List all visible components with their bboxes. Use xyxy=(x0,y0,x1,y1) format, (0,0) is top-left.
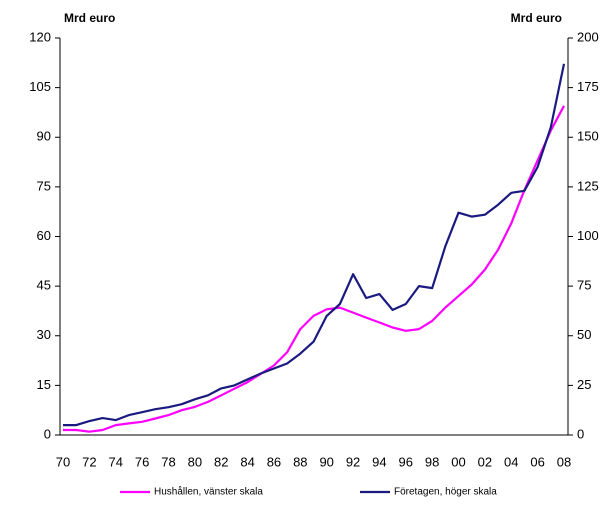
y-tick-label: 105 xyxy=(29,79,51,94)
y2-tick-label: 0 xyxy=(577,426,584,441)
legend-label: Hushållen, vänster skala xyxy=(154,486,263,498)
y-tick-label: 90 xyxy=(37,129,51,144)
y2-tick-label: 200 xyxy=(577,29,599,44)
x-tick-label: 84 xyxy=(240,454,254,469)
x-tick-label: 06 xyxy=(530,454,544,469)
x-tick-label: 76 xyxy=(135,454,149,469)
x-tick-label: 82 xyxy=(214,454,228,469)
y-axis-title: Mrd euro xyxy=(64,11,115,25)
x-tick-label: 00 xyxy=(451,454,465,469)
x-tick-label: 96 xyxy=(399,454,413,469)
y2-tick-label: 125 xyxy=(577,178,599,193)
y-tick-label: 60 xyxy=(37,228,51,243)
y2-tick-label: 75 xyxy=(577,278,591,293)
y-tick-label: 15 xyxy=(37,377,51,392)
x-tick-label: 80 xyxy=(188,454,202,469)
x-tick-label: 92 xyxy=(346,454,360,469)
x-tick-label: 86 xyxy=(267,454,281,469)
x-tick-label: 08 xyxy=(557,454,571,469)
x-tick-label: 02 xyxy=(478,454,492,469)
x-tick-label: 90 xyxy=(319,454,333,469)
x-tick-label: 74 xyxy=(109,454,123,469)
y2-tick-label: 25 xyxy=(577,377,591,392)
y2-tick-label: 100 xyxy=(577,228,599,243)
x-tick-label: 04 xyxy=(504,454,518,469)
x-tick-label: 70 xyxy=(56,454,70,469)
y-tick-label: 45 xyxy=(37,278,51,293)
y2-axis-title: Mrd euro xyxy=(511,11,562,25)
y2-tick-label: 150 xyxy=(577,129,599,144)
x-tick-label: 94 xyxy=(372,454,386,469)
x-tick-label: 88 xyxy=(293,454,307,469)
y-tick-label: 75 xyxy=(37,178,51,193)
x-tick-label: 98 xyxy=(425,454,439,469)
y-tick-label: 0 xyxy=(44,426,51,441)
legend-label: Företagen, höger skala xyxy=(394,487,497,498)
x-tick-label: 72 xyxy=(82,454,96,469)
y-tick-label: 30 xyxy=(37,327,51,342)
line-series xyxy=(63,105,565,433)
x-tick-label: 78 xyxy=(161,454,175,469)
y2-tick-label: 175 xyxy=(577,79,599,94)
y2-tick-label: 50 xyxy=(577,327,591,342)
line-series xyxy=(63,63,566,427)
y-tick-label: 120 xyxy=(29,29,51,44)
